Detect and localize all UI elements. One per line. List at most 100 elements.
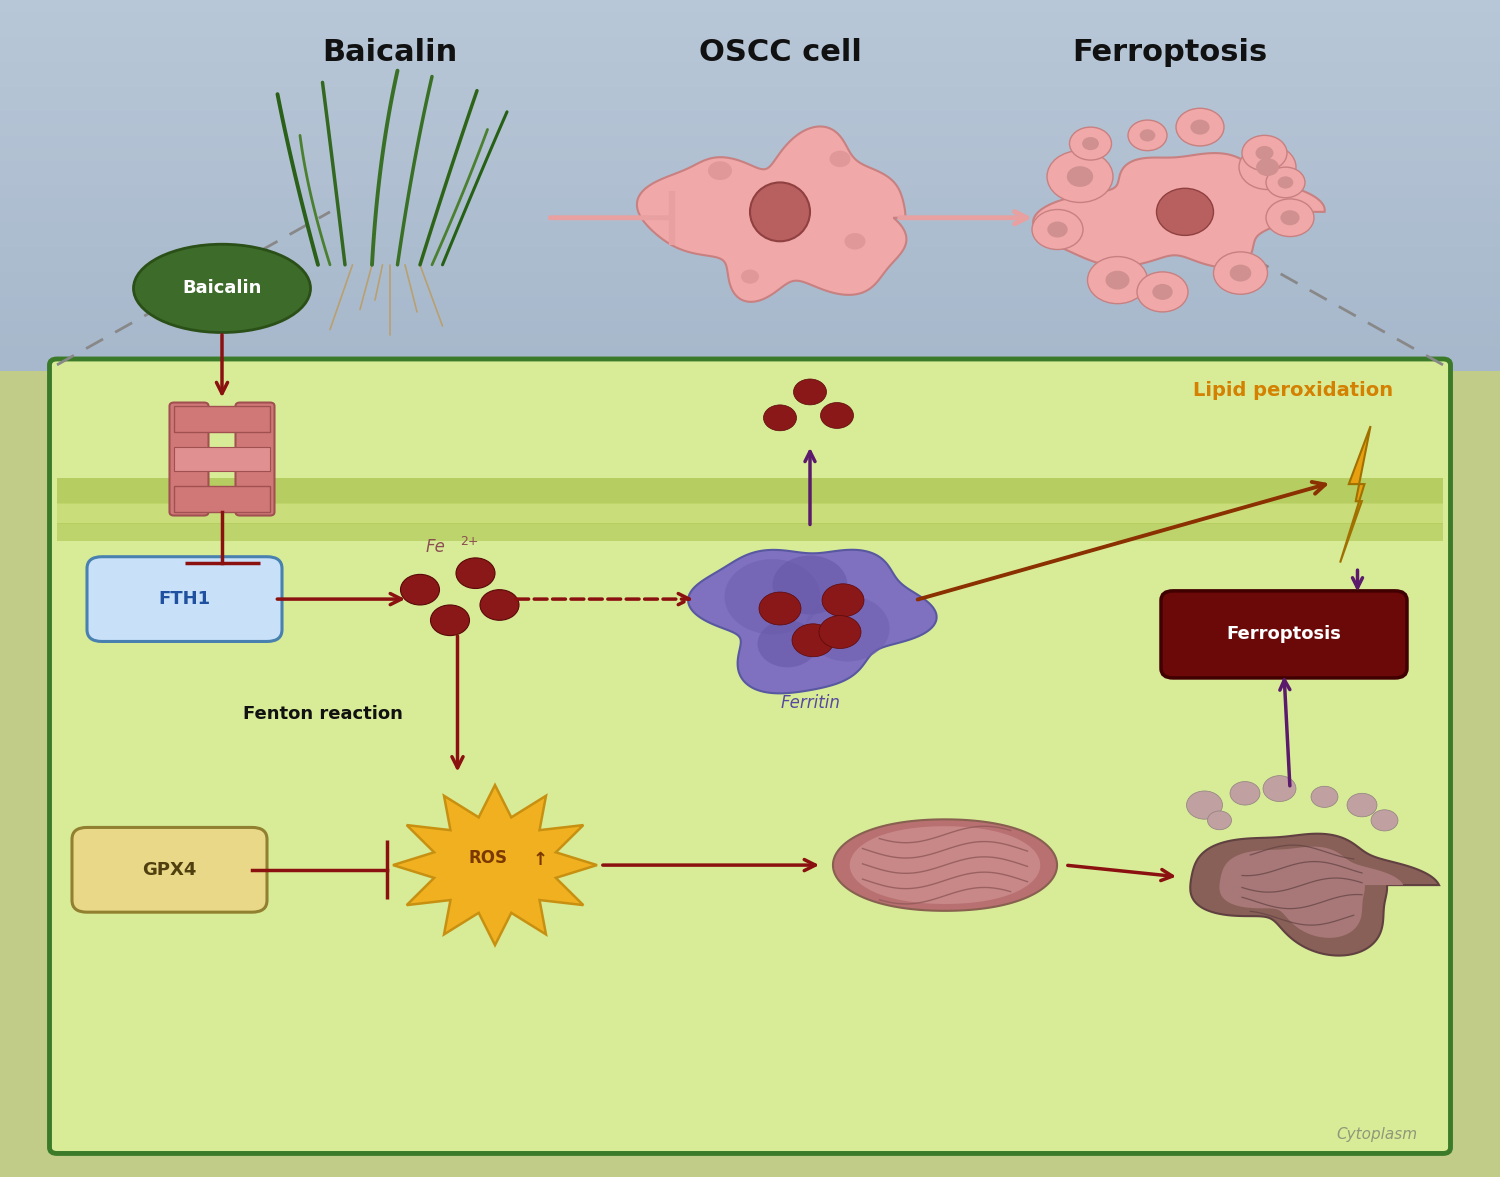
Circle shape [1239,145,1296,189]
Circle shape [1128,120,1167,151]
Circle shape [1214,252,1267,294]
Circle shape [400,574,439,605]
Circle shape [772,556,847,614]
Polygon shape [1220,846,1404,938]
Circle shape [819,616,861,649]
Bar [0,148,1500,160]
Bar [0,260,1500,272]
Bar [0,321,1500,334]
Polygon shape [833,819,1058,911]
Circle shape [764,405,796,431]
Circle shape [821,403,854,428]
FancyBboxPatch shape [72,827,267,912]
Circle shape [1140,129,1155,141]
Circle shape [794,379,826,405]
Circle shape [1066,166,1094,187]
Circle shape [1230,265,1251,281]
Bar [57,523,1443,541]
Circle shape [1047,221,1068,238]
Polygon shape [1191,833,1438,956]
FancyBboxPatch shape [87,557,282,641]
Bar [0,124,1500,135]
Circle shape [822,584,864,617]
Bar [0,285,1500,297]
Bar [0,210,1500,222]
Bar [0,111,1500,124]
Circle shape [1278,177,1293,188]
Circle shape [1176,108,1224,146]
Polygon shape [850,826,1040,904]
Bar [0,371,1500,1177]
Text: GPX4: GPX4 [142,860,196,879]
Circle shape [1256,158,1280,177]
Circle shape [1266,199,1314,237]
Polygon shape [1340,426,1371,563]
Circle shape [430,605,470,636]
Bar [0,0,1500,371]
Circle shape [724,559,821,634]
Circle shape [1208,811,1231,830]
Circle shape [1106,271,1130,290]
Circle shape [759,592,801,625]
FancyBboxPatch shape [236,403,274,516]
Circle shape [1088,257,1148,304]
Text: OSCC cell: OSCC cell [699,39,861,67]
Circle shape [844,233,865,250]
Circle shape [1266,167,1305,198]
Bar [0,247,1500,259]
Circle shape [830,151,850,167]
Circle shape [480,590,519,620]
Circle shape [1070,127,1112,160]
Bar [0,135,1500,148]
Bar [174,406,270,432]
Polygon shape [638,126,906,301]
Bar [174,486,270,512]
Circle shape [708,161,732,180]
Circle shape [456,558,495,588]
Circle shape [1082,137,1100,151]
Bar [174,447,270,471]
Circle shape [792,624,834,657]
Circle shape [1032,210,1083,250]
Bar [0,346,1500,358]
Text: FTH1: FTH1 [159,590,210,609]
Ellipse shape [750,182,810,241]
Circle shape [1347,793,1377,817]
FancyBboxPatch shape [170,403,208,516]
Bar [0,297,1500,308]
Text: Ferroptosis: Ferroptosis [1072,39,1268,67]
Circle shape [1256,146,1274,160]
Text: 2+: 2+ [460,534,478,548]
Circle shape [1263,776,1296,802]
Bar [0,222,1500,235]
Bar [0,99,1500,111]
Circle shape [1230,782,1260,805]
Bar [0,12,1500,25]
Circle shape [1047,151,1113,202]
Bar [0,358,1500,371]
Bar [0,160,1500,173]
Text: Cytoplasm: Cytoplasm [1336,1128,1418,1142]
Bar [0,185,1500,198]
Bar [57,503,1443,524]
Text: ROS: ROS [468,849,507,867]
Circle shape [1311,786,1338,807]
Circle shape [1152,284,1173,300]
Bar [0,49,1500,61]
Bar [0,272,1500,284]
Text: Lipid peroxidation: Lipid peroxidation [1192,381,1394,400]
Polygon shape [393,785,597,945]
Polygon shape [1034,153,1324,267]
Bar [0,334,1500,346]
Circle shape [1281,211,1299,225]
Bar [0,198,1500,210]
Text: Fenton reaction: Fenton reaction [243,705,402,724]
Bar [0,0,1500,13]
Bar [0,308,1500,321]
Circle shape [1137,272,1188,312]
Bar [0,173,1500,185]
Text: Baicalin: Baicalin [183,279,261,298]
Text: Ferritin: Ferritin [780,693,840,712]
Circle shape [806,596,889,661]
Bar [0,86,1500,99]
